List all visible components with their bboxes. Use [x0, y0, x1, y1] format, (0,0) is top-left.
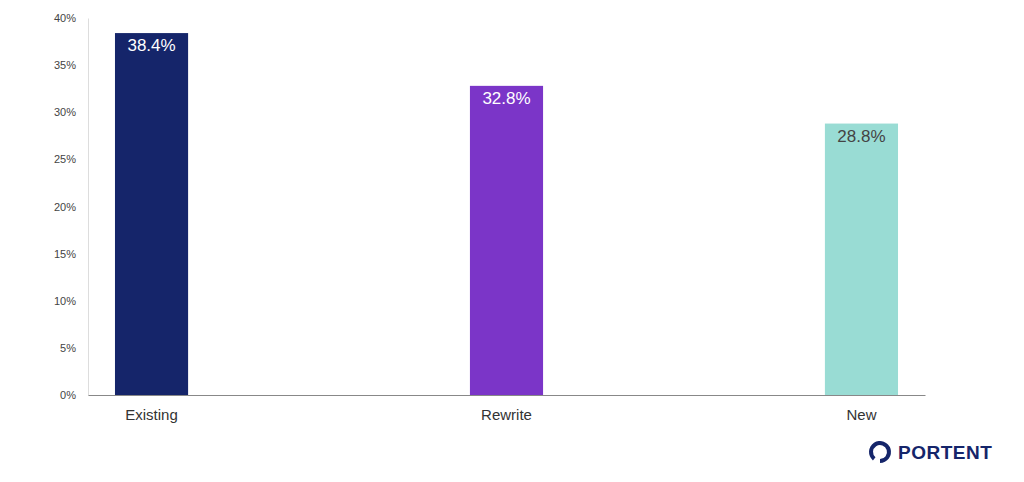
y-tick-label: 35% [54, 59, 76, 71]
y-tick-label: 15% [54, 248, 76, 260]
y-tick-label: 5% [60, 342, 76, 354]
x-tick-label: New [846, 406, 876, 423]
x-tick-label: Rewrite [481, 406, 532, 423]
data-label: 32.8% [482, 89, 530, 108]
y-axis-line [88, 19, 89, 396]
bar [825, 124, 898, 395]
x-tick: New [846, 395, 876, 423]
x-axis: Existing Rewrite New [89, 395, 926, 423]
logo: PORTENT [866, 438, 992, 466]
y-tick-label: 0% [60, 389, 76, 401]
x-tick: Rewrite [481, 395, 532, 423]
y-tick: 0% [60, 389, 88, 401]
y-tick-label: 25% [54, 153, 76, 165]
y-tick: 10% [54, 295, 88, 307]
logo-text: PORTENT [898, 442, 992, 463]
data-labels: 38.4% 32.8% 28.8% [127, 36, 885, 145]
data-label: 28.8% [837, 127, 885, 146]
y-axis: 0% 5% 10% 15% 20% 25% 30% 35% 40% [54, 12, 89, 401]
y-tick: 30% [54, 106, 88, 118]
y-tick-label: 30% [54, 106, 76, 118]
y-tick: 15% [54, 248, 88, 260]
data-label: 38.4% [127, 36, 175, 55]
chart: 0% 5% 10% 15% 20% 25% 30% 35% 40% Existing Rewrite… [0, 0, 1024, 482]
y-tick: 40% [54, 12, 88, 24]
x-tick-label: Existing [125, 406, 178, 423]
x-axis-line [89, 395, 926, 396]
bar [470, 86, 543, 395]
logo-icon [866, 438, 894, 466]
y-tick-label: 10% [54, 295, 76, 307]
bar [115, 33, 188, 395]
y-tick-label: 40% [54, 12, 76, 24]
x-tick: Existing [125, 395, 178, 423]
bars [115, 33, 898, 395]
y-tick-label: 20% [54, 201, 76, 213]
y-tick: 25% [54, 153, 88, 165]
y-tick: 20% [54, 201, 88, 213]
y-tick: 35% [54, 59, 88, 71]
y-tick: 5% [60, 342, 88, 354]
